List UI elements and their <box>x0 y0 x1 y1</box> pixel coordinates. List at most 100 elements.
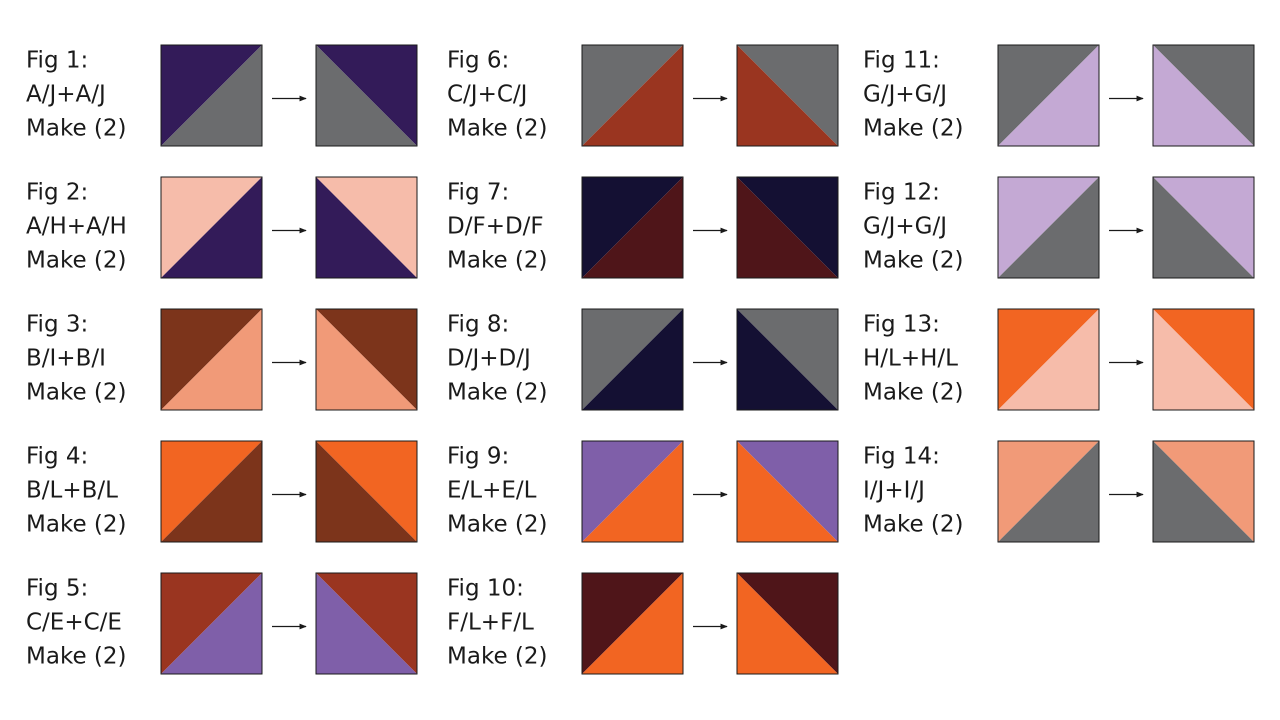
figure-label: Fig 12: <box>863 180 940 206</box>
figure: Fig 2: A/H+A/H Make (2) <box>26 176 418 279</box>
figure-formula: I/J+I/J <box>863 478 925 504</box>
figure-label: Fig 9: <box>447 444 509 470</box>
square-outline <box>315 308 418 411</box>
square-outline <box>736 176 839 279</box>
figure: Fig 5: C/E+C/E Make (2) <box>26 572 418 675</box>
figure: Fig 8: D/J+D/J Make (2) <box>447 308 839 411</box>
square-outline <box>736 308 839 411</box>
figure: Fig 13: H/L+H/L Make (2) <box>863 308 1255 411</box>
figure-formula: H/L+H/L <box>863 346 958 372</box>
square-outline <box>997 44 1100 147</box>
triangle <box>161 573 262 674</box>
triangle <box>1153 177 1254 278</box>
figure-formula: D/F+D/F <box>447 214 544 240</box>
triangle <box>998 309 1099 410</box>
triangle <box>582 441 683 542</box>
figure-make: Make (2) <box>447 248 547 274</box>
square-outline <box>315 572 418 675</box>
figure-formula: G/J+G/J <box>863 82 947 108</box>
figure: Fig 14: I/J+I/J Make (2) <box>863 440 1255 543</box>
figure-make: Make (2) <box>447 380 547 406</box>
figure-formula: B/L+B/L <box>26 478 118 504</box>
figure-label: Fig 5: <box>26 576 88 602</box>
triangle <box>582 573 683 674</box>
figure-label: Fig 11: <box>863 48 940 74</box>
figure-label: Fig 7: <box>447 180 509 206</box>
square-outline <box>997 440 1100 543</box>
triangle <box>1153 441 1254 542</box>
figure: Fig 11: G/J+G/J Make (2) <box>863 44 1255 147</box>
square-outline <box>736 572 839 675</box>
square-outline <box>581 308 684 411</box>
square-outline <box>1152 308 1255 411</box>
figure-label: Fig 14: <box>863 444 940 470</box>
figure-label: Fig 13: <box>863 312 940 338</box>
figure-make: Make (2) <box>26 512 126 538</box>
triangle <box>1153 309 1254 410</box>
square-outline <box>315 176 418 279</box>
figure: Fig 9: E/L+E/L Make (2) <box>447 440 839 543</box>
triangle <box>582 45 683 146</box>
triangle <box>737 45 838 146</box>
triangle <box>316 177 417 278</box>
figure-label: Fig 3: <box>26 312 88 338</box>
figure-formula: F/L+F/L <box>447 610 534 636</box>
square-outline <box>581 440 684 543</box>
triangle <box>316 309 417 410</box>
figure-label: Fig 10: <box>447 576 524 602</box>
figure-make: Make (2) <box>863 512 963 538</box>
triangle <box>316 45 417 146</box>
triangle <box>161 177 262 278</box>
square-outline <box>997 176 1100 279</box>
triangle <box>998 177 1099 278</box>
figure-formula: A/J+A/J <box>26 82 106 108</box>
figure-label: Fig 6: <box>447 48 509 74</box>
square-outline <box>736 440 839 543</box>
figure-label: Fig 2: <box>26 180 88 206</box>
triangle <box>737 441 838 542</box>
triangle <box>582 309 683 410</box>
triangle <box>998 45 1099 146</box>
figure-make: Make (2) <box>447 644 547 670</box>
figure: Fig 1: A/J+A/J Make (2) <box>26 44 418 147</box>
square-outline <box>160 308 263 411</box>
figure-make: Make (2) <box>863 248 963 274</box>
figure-label: Fig 1: <box>26 48 88 74</box>
figure: Fig 10: F/L+F/L Make (2) <box>447 572 839 675</box>
figure-make: Make (2) <box>447 512 547 538</box>
figure-formula: G/J+G/J <box>863 214 947 240</box>
figure-formula: B/I+B/I <box>26 346 106 372</box>
figure-formula: C/E+C/E <box>26 610 122 636</box>
figure: Fig 7: D/F+D/F Make (2) <box>447 176 839 279</box>
figure: Fig 6: C/J+C/J Make (2) <box>447 44 839 147</box>
figure-formula: A/H+A/H <box>26 214 127 240</box>
figure-formula: C/J+C/J <box>447 82 527 108</box>
figure-make: Make (2) <box>26 644 126 670</box>
figure-label: Fig 4: <box>26 444 88 470</box>
figure-formula: E/L+E/L <box>447 478 537 504</box>
square-outline <box>1152 176 1255 279</box>
triangle <box>316 573 417 674</box>
square-outline <box>315 44 418 147</box>
triangle <box>737 309 838 410</box>
figure-make: Make (2) <box>26 248 126 274</box>
triangle <box>161 45 262 146</box>
figure-make: Make (2) <box>447 116 547 142</box>
square-outline <box>581 176 684 279</box>
square-outline <box>160 44 263 147</box>
square-outline <box>160 176 263 279</box>
triangle <box>1153 45 1254 146</box>
figure-formula: D/J+D/J <box>447 346 531 372</box>
triangle <box>582 177 683 278</box>
figure-make: Make (2) <box>26 380 126 406</box>
triangle <box>161 309 262 410</box>
figure-make: Make (2) <box>863 380 963 406</box>
square-outline <box>160 572 263 675</box>
figure: Fig 4: B/L+B/L Make (2) <box>26 440 418 543</box>
square-outline <box>581 572 684 675</box>
figure-make: Make (2) <box>863 116 963 142</box>
square-outline <box>736 44 839 147</box>
triangle <box>316 441 417 542</box>
triangle <box>737 573 838 674</box>
